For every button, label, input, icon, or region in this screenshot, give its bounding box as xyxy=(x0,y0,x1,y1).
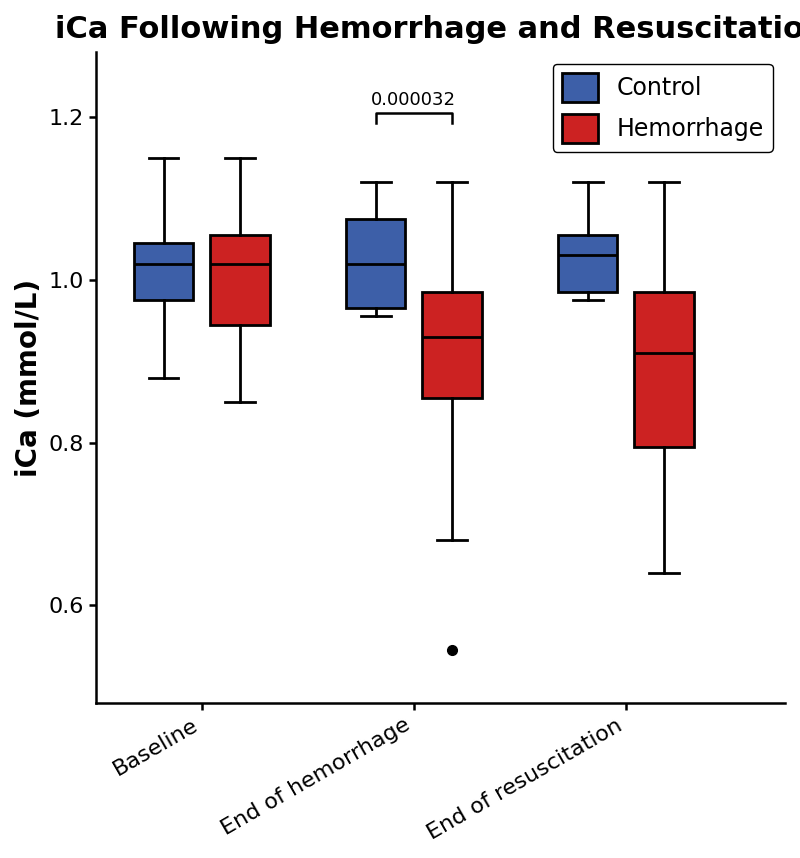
PathPatch shape xyxy=(558,235,618,292)
PathPatch shape xyxy=(346,219,406,308)
PathPatch shape xyxy=(422,292,482,398)
Legend: Control, Hemorrhage: Control, Hemorrhage xyxy=(553,63,773,152)
Text: 0.000032: 0.000032 xyxy=(371,91,456,109)
Y-axis label: iCa (mmol/L): iCa (mmol/L) xyxy=(15,279,43,476)
PathPatch shape xyxy=(210,235,270,324)
Text: 0.000028: 0.000028 xyxy=(583,91,668,109)
PathPatch shape xyxy=(634,292,694,447)
Title: iCa Following Hemorrhage and Resuscitation: iCa Following Hemorrhage and Resuscitati… xyxy=(55,15,800,44)
PathPatch shape xyxy=(134,243,194,300)
